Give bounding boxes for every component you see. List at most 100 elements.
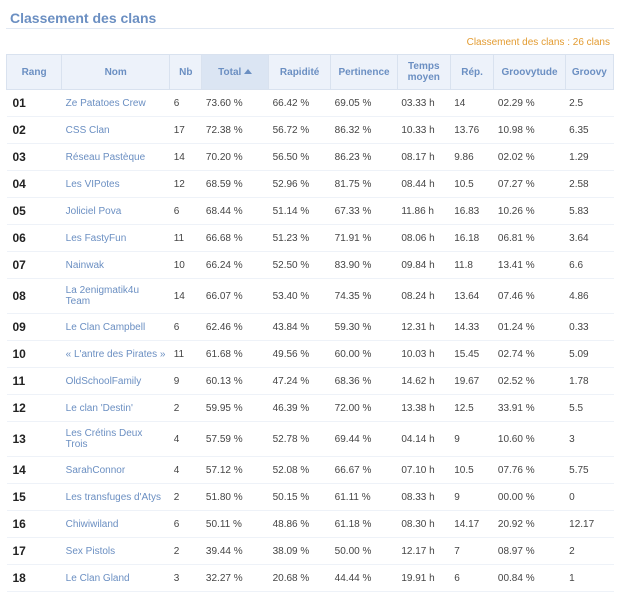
cell-rapidite: 20.68 % [269, 565, 331, 592]
cell-groovy: 12.17 [565, 511, 613, 538]
cell-nom: CSS Clan [62, 117, 170, 144]
cell-groovy: 5.75 [565, 457, 613, 484]
clan-link[interactable]: Le Clan Campbell [66, 322, 146, 333]
clan-link[interactable]: Les FastyFun [66, 233, 127, 244]
clan-link[interactable]: Chiwiwiland [66, 519, 119, 530]
cell-rep: 16.83 [450, 198, 494, 225]
cell-total: 73.60 % [202, 90, 269, 117]
cell-pertinence: 72.00 % [331, 395, 398, 422]
clan-link[interactable]: Le clan 'Destin' [66, 403, 133, 414]
cell-temps: 10.03 h [397, 341, 450, 368]
cell-rep: 15.45 [450, 341, 494, 368]
cell-nb: 11 [170, 341, 202, 368]
table-row: 08La 2enigmatik4u Team1466.07 %53.40 %74… [7, 279, 614, 314]
cell-nom: Réseau Pastèque [62, 144, 170, 171]
cell-rep: 9 [450, 484, 494, 511]
cell-groovy: 0 [565, 484, 613, 511]
cell-rang: 09 [7, 314, 62, 341]
cell-rep: 9 [450, 422, 494, 457]
cell-rep: 14 [450, 90, 494, 117]
clan-link[interactable]: « L'antre des Pirates » [66, 349, 166, 360]
cell-temps: 08.24 h [397, 279, 450, 314]
cell-pertinence: 74.35 % [331, 279, 398, 314]
cell-rep: 14.17 [450, 511, 494, 538]
clan-link[interactable]: Ze Patatoes Crew [66, 98, 146, 109]
cell-total: 62.46 % [202, 314, 269, 341]
cell-groovytude: 20.92 % [494, 511, 565, 538]
col-header-total[interactable]: Total [202, 55, 269, 90]
cell-nb: 2 [170, 538, 202, 565]
cell-groovy: 6.35 [565, 117, 613, 144]
cell-temps: 07.10 h [397, 457, 450, 484]
col-header-groovy[interactable]: Groovy [565, 55, 613, 90]
cell-rapidite: 47.24 % [269, 368, 331, 395]
clan-link[interactable]: Nainwak [66, 260, 104, 271]
cell-rep: 7 [450, 538, 494, 565]
cell-nom: OldSchoolFamily [62, 368, 170, 395]
clan-link[interactable]: CSS Clan [66, 125, 110, 136]
cell-pertinence: 50.00 % [331, 538, 398, 565]
clan-link[interactable]: Les Crétins Deux Trois [66, 428, 143, 450]
cell-nom: Le clan 'Destin' [62, 395, 170, 422]
cell-groovy: 5.09 [565, 341, 613, 368]
clan-link[interactable]: Les transfuges d'Atys [66, 492, 161, 503]
cell-pertinence: 68.36 % [331, 368, 398, 395]
cell-groovytude: 10.60 % [494, 422, 565, 457]
cell-rep: 6 [450, 565, 494, 592]
cell-nom: Nainwak [62, 252, 170, 279]
cell-temps: 11.86 h [397, 198, 450, 225]
col-header-nom[interactable]: Nom [62, 55, 170, 90]
clan-link[interactable]: OldSchoolFamily [66, 376, 142, 387]
cell-nb: 6 [170, 314, 202, 341]
cell-groovy: 1.78 [565, 368, 613, 395]
cell-rang: 03 [7, 144, 62, 171]
cell-groovy: 4.86 [565, 279, 613, 314]
clan-link[interactable]: SarahConnor [66, 465, 125, 476]
col-header-temps[interactable]: Temps moyen [397, 55, 450, 90]
col-header-rep[interactable]: Rép. [450, 55, 494, 90]
cell-groovy: 2 [565, 538, 613, 565]
table-row: 11OldSchoolFamily960.13 %47.24 %68.36 %1… [7, 368, 614, 395]
cell-nom: Le Clan Gland [62, 565, 170, 592]
cell-total: 57.59 % [202, 422, 269, 457]
cell-nb: 4 [170, 457, 202, 484]
clan-link[interactable]: Joliciel Pova [66, 206, 122, 217]
cell-groovytude: 02.29 % [494, 90, 565, 117]
col-header-nb[interactable]: Nb [170, 55, 202, 90]
table-row: 16Chiwiwiland650.11 %48.86 %61.18 %08.30… [7, 511, 614, 538]
clan-link[interactable]: Réseau Pastèque [66, 152, 146, 163]
cell-nb: 14 [170, 279, 202, 314]
cell-pertinence: 71.91 % [331, 225, 398, 252]
cell-nb: 12 [170, 171, 202, 198]
cell-rep: 12.5 [450, 395, 494, 422]
cell-rep: 14.33 [450, 314, 494, 341]
cell-rep: 13.76 [450, 117, 494, 144]
cell-total: 66.24 % [202, 252, 269, 279]
cell-temps: 10.33 h [397, 117, 450, 144]
cell-total: 68.44 % [202, 198, 269, 225]
clan-link[interactable]: La 2enigmatik4u Team [66, 285, 139, 307]
col-header-rang[interactable]: Rang [7, 55, 62, 90]
cell-total: 59.95 % [202, 395, 269, 422]
cell-temps: 08.33 h [397, 484, 450, 511]
col-header-rapidite[interactable]: Rapidité [269, 55, 331, 90]
cell-nom: Chiwiwiland [62, 511, 170, 538]
col-header-groovytude[interactable]: Groovytude [494, 55, 565, 90]
cell-nom: Les FastyFun [62, 225, 170, 252]
cell-pertinence: 69.44 % [331, 422, 398, 457]
cell-groovytude: 00.84 % [494, 565, 565, 592]
table-row: 09Le Clan Campbell662.46 %43.84 %59.30 %… [7, 314, 614, 341]
cell-total: 57.12 % [202, 457, 269, 484]
cell-pertinence: 61.11 % [331, 484, 398, 511]
cell-pertinence: 81.75 % [331, 171, 398, 198]
clan-link[interactable]: Le Clan Gland [66, 573, 130, 584]
cell-groovy: 6.6 [565, 252, 613, 279]
col-header-pertinence[interactable]: Pertinence [331, 55, 398, 90]
clan-link[interactable]: Sex Pistols [66, 546, 115, 557]
clan-link[interactable]: Les VIPotes [66, 179, 120, 190]
cell-groovytude: 10.26 % [494, 198, 565, 225]
cell-groovy: 3 [565, 422, 613, 457]
cell-pertinence: 67.33 % [331, 198, 398, 225]
cell-temps: 08.06 h [397, 225, 450, 252]
table-row: 05Joliciel Pova668.44 %51.14 %67.33 %11.… [7, 198, 614, 225]
